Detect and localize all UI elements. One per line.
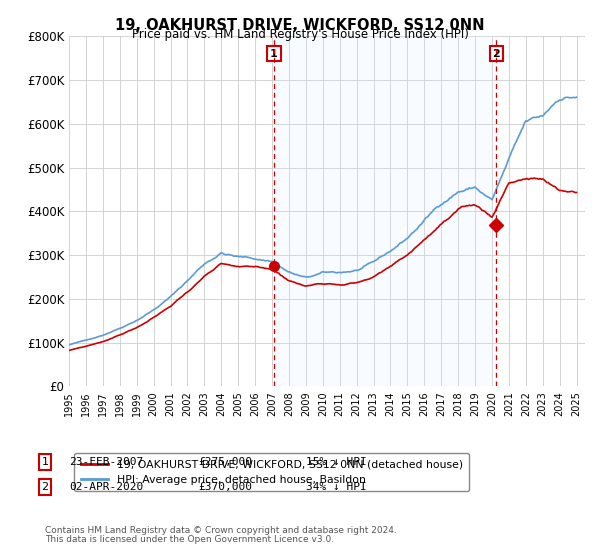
Text: 2: 2 (493, 49, 500, 59)
Text: 23-FEB-2007: 23-FEB-2007 (69, 457, 143, 467)
Text: 02-APR-2020: 02-APR-2020 (69, 482, 143, 492)
Text: 19, OAKHURST DRIVE, WICKFORD, SS12 0NN: 19, OAKHURST DRIVE, WICKFORD, SS12 0NN (115, 18, 485, 33)
Text: Contains HM Land Registry data © Crown copyright and database right 2024.: Contains HM Land Registry data © Crown c… (45, 526, 397, 535)
Text: 34% ↓ HPI: 34% ↓ HPI (306, 482, 367, 492)
Legend: 19, OAKHURST DRIVE, WICKFORD, SS12 0NN (detached house), HPI: Average price, det: 19, OAKHURST DRIVE, WICKFORD, SS12 0NN (… (74, 453, 469, 492)
Text: 1: 1 (41, 457, 49, 467)
Text: £370,000: £370,000 (198, 482, 252, 492)
Text: 1: 1 (270, 49, 278, 59)
Text: 2: 2 (41, 482, 49, 492)
Text: £275,000: £275,000 (198, 457, 252, 467)
Text: 15% ↓ HPI: 15% ↓ HPI (306, 457, 367, 467)
Text: This data is licensed under the Open Government Licence v3.0.: This data is licensed under the Open Gov… (45, 535, 334, 544)
Bar (274, 36, 496, 386)
Text: Price paid vs. HM Land Registry's House Price Index (HPI): Price paid vs. HM Land Registry's House … (131, 28, 469, 41)
